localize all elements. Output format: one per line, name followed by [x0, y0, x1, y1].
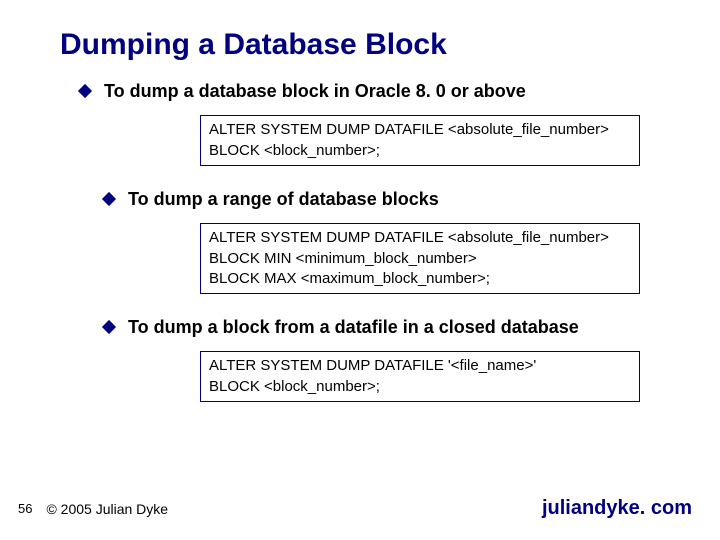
footer-left: 56 © 2005 Julian Dyke [18, 501, 168, 517]
footer: 56 © 2005 Julian Dyke juliandyke. com [0, 497, 720, 520]
slide-content: Dumping a Database Block To dump a datab… [0, 0, 720, 402]
slide-title: Dumping a Database Block [60, 28, 670, 62]
bullet-item: To dump a database block in Oracle 8. 0 … [80, 80, 670, 103]
site-url: juliandyke. com [542, 497, 692, 520]
diamond-bullet-icon [102, 320, 116, 334]
code-block: ALTER SYSTEM DUMP DATAFILE '<file_name>'… [200, 351, 640, 402]
copyright-text: © 2005 Julian Dyke [46, 501, 168, 517]
bullet-item: To dump a block from a datafile in a clo… [104, 316, 670, 339]
diamond-bullet-icon [102, 192, 116, 206]
code-block: ALTER SYSTEM DUMP DATAFILE <absolute_fil… [200, 223, 640, 294]
diamond-bullet-icon [78, 84, 92, 98]
bullet-text: To dump a block from a datafile in a clo… [128, 316, 579, 339]
code-block: ALTER SYSTEM DUMP DATAFILE <absolute_fil… [200, 115, 640, 166]
page-number: 56 [18, 501, 32, 516]
bullet-text: To dump a range of database blocks [128, 188, 439, 211]
bullet-text: To dump a database block in Oracle 8. 0 … [104, 80, 526, 103]
bullet-item: To dump a range of database blocks [104, 188, 670, 211]
